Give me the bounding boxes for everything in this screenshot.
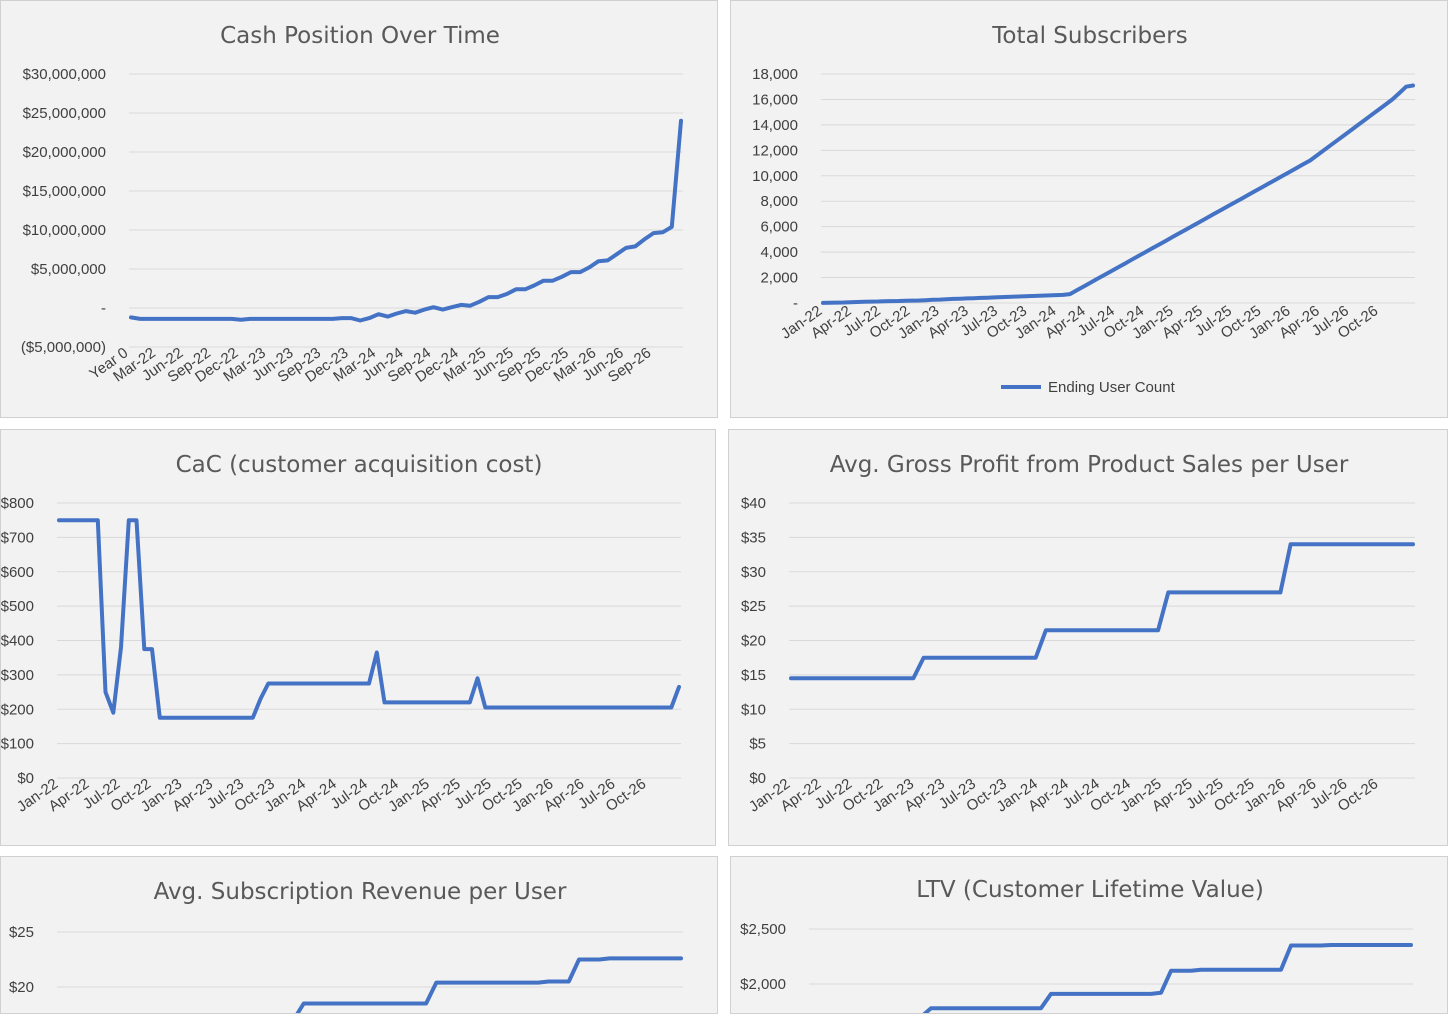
series-line-subs: [821, 83, 1415, 305]
y-tick-label: $25: [741, 598, 766, 615]
y-tick-label: $15: [741, 667, 766, 684]
y-tick-label: $2,500: [740, 921, 786, 938]
y-tick-label: $300: [1, 667, 34, 684]
y-tick-label: 16,000: [752, 91, 798, 108]
y-tick-label: $10,000,000: [23, 222, 106, 239]
y-tick-label: $500: [1, 598, 34, 615]
y-tick-label: $800: [1, 495, 34, 512]
y-tick-label: $5: [749, 736, 766, 753]
y-tick-label: $30: [741, 564, 766, 581]
y-tick-label: $30,000,000: [23, 66, 106, 83]
y-tick-label: $400: [1, 633, 34, 650]
y-tick-label: 8,000: [760, 193, 798, 210]
y-tick-label: $600: [1, 564, 34, 581]
y-tick-label: 12,000: [752, 142, 798, 159]
y-tick-label: 6,000: [760, 219, 798, 236]
y-tick-label: -: [793, 295, 798, 312]
y-tick-label: $20: [741, 633, 766, 650]
y-tick-label: $200: [1, 701, 34, 718]
y-tick-label: 10,000: [752, 168, 798, 185]
y-tick-label: 2,000: [760, 270, 798, 287]
y-tick-label: $5,000,000: [31, 261, 106, 278]
y-tick-label: 14,000: [752, 117, 798, 134]
chart-title: Cash Position Over Time: [220, 23, 500, 49]
chart-svg-ltv: LTV (Customer Lifetime Value) $2,500 $2,00…: [740, 877, 1413, 1013]
chart-panel-subrev[interactable]: Avg. Subscription Revenue per User $25 $20: [0, 856, 718, 1014]
y-tick-label: $100: [1, 736, 34, 753]
chart-panel-subs[interactable]: Total Subscribers 18,000 16,000 14,000 12,00…: [730, 0, 1448, 418]
chart-title: Avg. Subscription Revenue per User: [154, 879, 567, 905]
legend-label: Ending User Count: [1048, 379, 1176, 396]
series-line-cac: [57, 518, 681, 720]
chart-svg-subs: Total Subscribers 18,000 16,000 14,000 12,00…: [752, 23, 1415, 396]
y-tick-label: $25: [9, 924, 34, 941]
y-tick-label: $0: [17, 770, 34, 787]
chart-panel-cac[interactable]: CaC (customer acquisition cost) $800 $700 $…: [0, 429, 716, 846]
y-tick-label: 4,000: [760, 244, 798, 261]
y-tick-label: -: [101, 300, 106, 317]
chart-title: LTV (Customer Lifetime Value): [916, 877, 1264, 903]
series-line-cash: [129, 118, 683, 323]
series-line-ltv: [922, 943, 1413, 1013]
chart-title: CaC (customer acquisition cost): [176, 452, 543, 478]
chart-panel-ltv[interactable]: LTV (Customer Lifetime Value) $2,500 $2,00…: [730, 856, 1448, 1014]
y-tick-label: $20,000,000: [23, 144, 106, 161]
chart-svg-gp: Avg. Gross Profit from Product Sales per…: [741, 452, 1415, 816]
chart-panel-cash[interactable]: Cash Position Over Time $30,000,000 $25,00…: [0, 0, 718, 418]
y-tick-label: $25,000,000: [23, 105, 106, 122]
chart-panel-gp[interactable]: Avg. Gross Profit from Product Sales per…: [728, 429, 1448, 846]
y-tick-label: $700: [1, 529, 34, 546]
chart-title: Avg. Gross Profit from Product Sales per…: [830, 452, 1349, 478]
y-tick-label: 18,000: [752, 66, 798, 83]
y-tick-label: $20: [9, 979, 34, 996]
y-tick-label: $35: [741, 529, 766, 546]
chart-title: Total Subscribers: [991, 23, 1187, 49]
chart-svg-cac: CaC (customer acquisition cost) $800 $700 $…: [1, 452, 681, 816]
chart-svg-subrev: Avg. Subscription Revenue per User $25 $20: [9, 879, 683, 1013]
series-line-subrev: [295, 956, 683, 1013]
y-tick-label: $0: [749, 770, 766, 787]
y-tick-label: $15,000,000: [23, 183, 106, 200]
y-tick-label: $40: [741, 495, 766, 512]
chart-svg-cash: Cash Position Over Time $30,000,000 $25,00…: [21, 23, 683, 386]
y-tick-label: $10: [741, 701, 766, 718]
series-line-gp: [789, 542, 1415, 681]
y-tick-label: ($5,000,000): [21, 339, 106, 356]
y-tick-label: $2,000: [740, 976, 786, 993]
